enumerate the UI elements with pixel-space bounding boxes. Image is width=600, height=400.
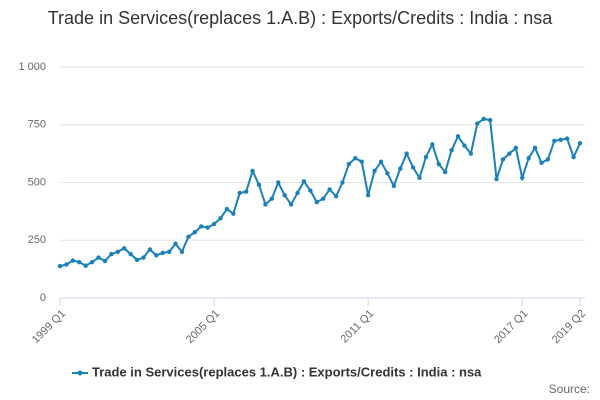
data-point <box>141 255 146 260</box>
data-point <box>121 246 127 251</box>
data-point <box>442 169 448 175</box>
legend-marker <box>77 370 83 376</box>
data-point <box>147 247 153 252</box>
data-point <box>321 196 326 201</box>
source-label: Source: <box>549 382 590 396</box>
data-point <box>507 151 512 156</box>
data-point <box>102 258 108 264</box>
data-point <box>218 216 223 221</box>
data-point <box>179 249 185 254</box>
data-point <box>475 121 480 126</box>
data-point <box>417 175 422 181</box>
data-point <box>500 157 506 162</box>
data-point <box>539 160 544 166</box>
y-tick-label: 500 <box>28 176 46 188</box>
data-point <box>308 188 313 193</box>
data-point <box>160 250 165 256</box>
data-point <box>314 199 319 205</box>
data-point <box>430 142 435 147</box>
data-point <box>423 154 429 160</box>
data-point <box>487 117 493 123</box>
data-point <box>295 190 300 196</box>
data-point <box>398 166 403 171</box>
data-point <box>526 156 531 161</box>
data-point <box>494 176 499 182</box>
data-point <box>449 147 454 153</box>
data-point <box>378 159 384 164</box>
data-point <box>57 263 63 269</box>
data-point <box>333 194 339 199</box>
data-point <box>115 249 120 254</box>
data-point <box>256 182 262 188</box>
data-point <box>327 187 332 192</box>
data-point <box>109 251 114 257</box>
data-point <box>558 137 563 142</box>
x-tick-label: 2005 Q1 <box>184 308 222 346</box>
y-tick-label: 0 <box>40 292 46 304</box>
data-point <box>186 234 191 239</box>
data-point <box>276 180 281 185</box>
data-point <box>301 179 307 184</box>
data-point <box>468 151 474 156</box>
data-point <box>128 251 133 257</box>
x-tick-label: 2019 Q2 <box>550 308 588 346</box>
x-tick-label: 1999 Q1 <box>30 308 68 346</box>
y-tick-label: 250 <box>28 234 46 246</box>
data-point <box>224 206 230 212</box>
data-point <box>545 157 551 162</box>
data-point <box>577 141 583 146</box>
y-tick-label: 1 000 <box>18 61 46 73</box>
data-point <box>243 189 249 194</box>
data-point <box>269 196 275 201</box>
data-point <box>237 190 242 196</box>
data-point <box>564 136 570 141</box>
y-tick-label: 750 <box>28 119 46 131</box>
data-point <box>353 156 358 161</box>
series-line <box>59 117 581 268</box>
data-point <box>154 253 159 258</box>
data-point <box>372 168 377 174</box>
data-point <box>70 258 76 263</box>
data-point <box>205 225 210 230</box>
data-point <box>263 202 268 207</box>
data-point <box>77 259 82 265</box>
data-point <box>391 183 397 189</box>
data-point <box>89 259 95 265</box>
data-point <box>404 151 409 156</box>
data-point <box>462 143 467 148</box>
data-point <box>134 257 140 263</box>
data-point <box>410 165 416 170</box>
data-point <box>520 175 525 181</box>
x-tick-label: 2011 Q1 <box>339 308 377 346</box>
data-point <box>250 168 255 174</box>
data-point <box>199 224 204 229</box>
data-point <box>282 193 287 198</box>
data-point <box>288 202 294 207</box>
data-point <box>173 241 178 246</box>
data-point <box>192 229 198 235</box>
data-point <box>166 249 172 254</box>
data-point <box>340 180 345 185</box>
data-point <box>552 138 557 144</box>
data-point <box>571 154 576 160</box>
legend-label: Trade in Services(replaces 1.A.B) : Expo… <box>92 364 482 379</box>
data-point <box>532 145 538 151</box>
data-point <box>359 159 364 164</box>
data-point <box>436 161 441 167</box>
chart-title: Trade in Services(replaces 1.A.B) : Expo… <box>47 8 553 28</box>
data-point <box>455 134 461 139</box>
data-point <box>211 221 217 227</box>
data-point <box>513 145 519 151</box>
data-point <box>346 161 352 167</box>
data-point <box>481 116 486 122</box>
data-point <box>96 255 101 260</box>
data-point <box>365 193 371 198</box>
data-point <box>83 263 88 268</box>
x-tick-label: 2017 Q1 <box>492 308 530 346</box>
data-point <box>64 262 69 267</box>
data-point <box>385 171 390 176</box>
data-point <box>231 211 236 216</box>
